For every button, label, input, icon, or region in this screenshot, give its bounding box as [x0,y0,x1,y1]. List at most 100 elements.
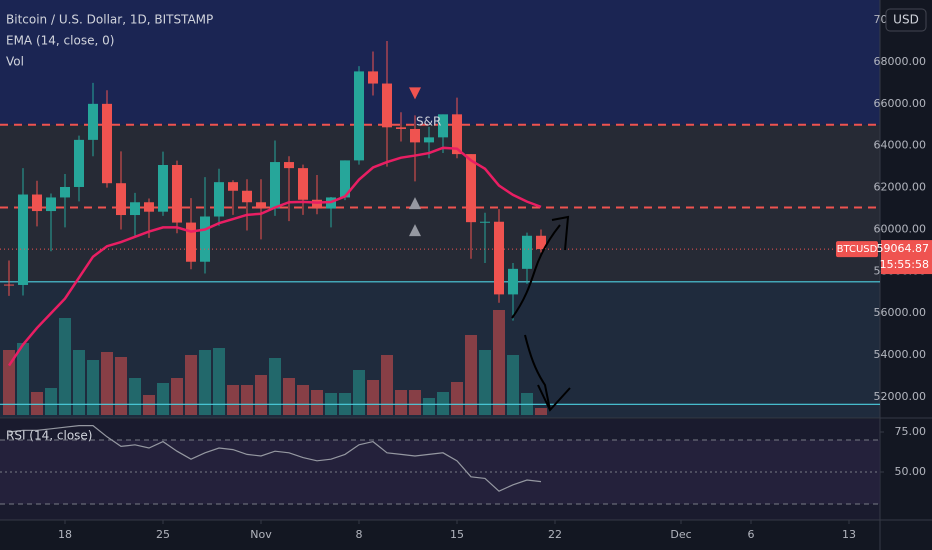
x-tick-label: Nov [250,528,272,541]
candle-body [116,183,126,216]
candle-body [60,186,70,198]
candle-body [256,202,266,209]
vol-legend: Vol [6,55,24,69]
volume-bar [297,385,309,415]
signal-marker [409,224,421,237]
volume-bar [283,378,295,415]
candle-body [480,221,490,223]
x-tick-label: 18 [58,528,72,541]
candle-body [508,268,518,295]
candle-body [340,160,350,198]
candle-body [130,202,140,216]
volume-bar [465,335,477,415]
rsi-legend: RSI (14, close) [6,429,92,443]
drawn-arrow-down [524,334,571,412]
y-tick-label: 62000.00 [874,181,927,194]
currency-button-label: USD [893,13,919,27]
volume-bar [269,358,281,415]
band [0,0,880,125]
ema-line [7,146,542,367]
x-tick-label: 15 [450,528,464,541]
x-tick-label: 25 [156,528,170,541]
candle-body [144,202,154,212]
volume-bar [59,318,71,415]
volume-bar [227,385,239,415]
price-tag [881,240,932,275]
volume-bar [129,378,141,415]
candle-body [74,139,84,187]
candle-body [284,162,294,169]
countdown-label: 15:55:58 [880,258,929,271]
y-tick-label: 64000.00 [874,139,927,152]
volume-bar [423,398,435,415]
candle-body [522,235,532,269]
x-tick-label: 22 [548,528,562,541]
rsi-line [8,425,542,492]
volume-bar [101,352,113,415]
candle-body [158,164,168,212]
y-tick-label: 54000.00 [874,348,927,361]
drawn-arrow-up [511,215,570,319]
candle-body [186,222,196,262]
volume-bar [507,355,519,415]
candle-body [438,114,448,138]
candle-body [298,168,308,200]
volume-bar [241,385,253,415]
candle-body [270,162,280,209]
volume-bar [255,375,267,415]
candle-body [46,197,56,212]
volume-bar [535,408,547,415]
signal-marker [409,197,421,210]
volume-bar [17,343,29,415]
candle-body [242,190,252,203]
volume-bar [311,390,323,415]
volume-bar [395,390,407,415]
volume-bar [199,350,211,415]
volume-bar [437,392,449,415]
symbol-tag [836,241,878,258]
y-tick-label: 68000.00 [874,55,927,68]
y-tick-label: 66000.00 [874,97,927,110]
y-tick-label: 52000.00 [874,390,927,403]
volume-bar [213,348,225,415]
volume-bar [353,370,365,415]
candle-body [368,71,378,84]
candle-body [312,199,322,209]
candle-body [18,194,28,285]
candle-body [102,103,112,184]
volume-bar [157,383,169,415]
volume-bar [87,360,99,415]
volume-bar [45,388,57,415]
sr-label: S&R [416,114,441,128]
candle-body [172,164,182,223]
candle-body [396,127,406,129]
volume-bar [367,380,379,415]
volume-bar [73,350,85,415]
volume-bar [381,355,393,415]
candle-body [536,235,546,250]
chart-title: Bitcoin / U.S. Dollar, 1D, BITSTAMP [6,13,213,27]
candle-body [214,182,224,217]
candle-body [424,137,434,143]
volume-bar [493,310,505,415]
rsi-y-tick-label: 50.00 [895,465,927,478]
volume-bar [451,382,463,415]
x-tick-label: 8 [356,528,363,541]
signal-marker [409,87,421,100]
candle-body [354,71,364,161]
price-tag-label: 59064.87 [877,242,930,255]
volume-bar [3,350,15,415]
candle-body [200,216,210,262]
volume-bar [479,350,491,415]
candle-body [494,221,504,295]
volume-bar [185,355,197,415]
candle-body [4,284,14,286]
x-tick-label: Dec [670,528,691,541]
volume-bar [143,395,155,415]
symbol-tag-label: BTCUSD [837,244,878,255]
rsi-y-tick-label: 75.00 [895,425,927,438]
x-tick-label: 6 [748,528,755,541]
ema-legend: EMA (14, close, 0) [6,34,114,48]
x-tick-label: 13 [842,528,856,541]
